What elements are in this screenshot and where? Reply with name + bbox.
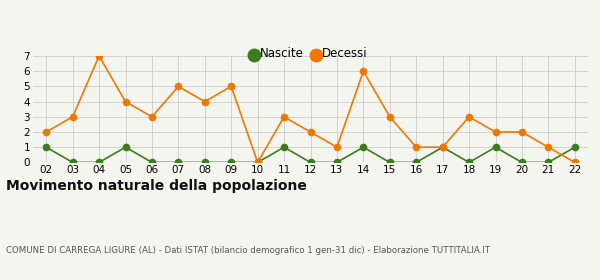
Decessi — [413, 146, 420, 149]
Decessi — [439, 146, 446, 149]
Nascite — [43, 146, 50, 149]
Decessi — [201, 100, 208, 103]
Decessi — [360, 69, 367, 73]
Nascite — [95, 161, 103, 164]
Nascite — [571, 146, 578, 149]
Decessi — [43, 130, 50, 134]
Decessi — [254, 161, 261, 164]
Decessi — [307, 130, 314, 134]
Nascite — [122, 146, 129, 149]
Nascite — [148, 161, 155, 164]
Nascite — [227, 161, 235, 164]
Decessi — [148, 115, 155, 118]
Decessi — [386, 115, 394, 118]
Nascite — [334, 161, 341, 164]
Nascite — [201, 161, 208, 164]
Text: Movimento naturale della popolazione: Movimento naturale della popolazione — [6, 179, 307, 193]
Text: COMUNE DI CARREGA LIGURE (AL) - Dati ISTAT (bilancio demografico 1 gen-31 dic) -: COMUNE DI CARREGA LIGURE (AL) - Dati IST… — [6, 246, 490, 255]
Decessi — [69, 115, 76, 118]
Decessi — [280, 115, 287, 118]
Nascite — [175, 161, 182, 164]
Decessi — [492, 130, 499, 134]
Nascite — [413, 161, 420, 164]
Nascite — [280, 146, 287, 149]
Line: Nascite: Nascite — [43, 144, 578, 165]
Nascite — [439, 146, 446, 149]
Line: Decessi: Decessi — [43, 53, 578, 165]
Decessi — [518, 130, 526, 134]
Nascite — [545, 161, 552, 164]
Nascite — [307, 161, 314, 164]
Nascite — [69, 161, 76, 164]
Decessi — [175, 85, 182, 88]
Decessi — [466, 115, 473, 118]
Nascite — [386, 161, 394, 164]
Nascite — [254, 161, 261, 164]
Nascite — [360, 146, 367, 149]
Decessi — [95, 54, 103, 58]
Decessi — [122, 100, 129, 103]
Legend: Nascite, Decessi: Nascite, Decessi — [249, 43, 372, 65]
Decessi — [545, 146, 552, 149]
Decessi — [227, 85, 235, 88]
Nascite — [466, 161, 473, 164]
Nascite — [518, 161, 526, 164]
Decessi — [571, 161, 578, 164]
Nascite — [492, 146, 499, 149]
Decessi — [334, 146, 341, 149]
